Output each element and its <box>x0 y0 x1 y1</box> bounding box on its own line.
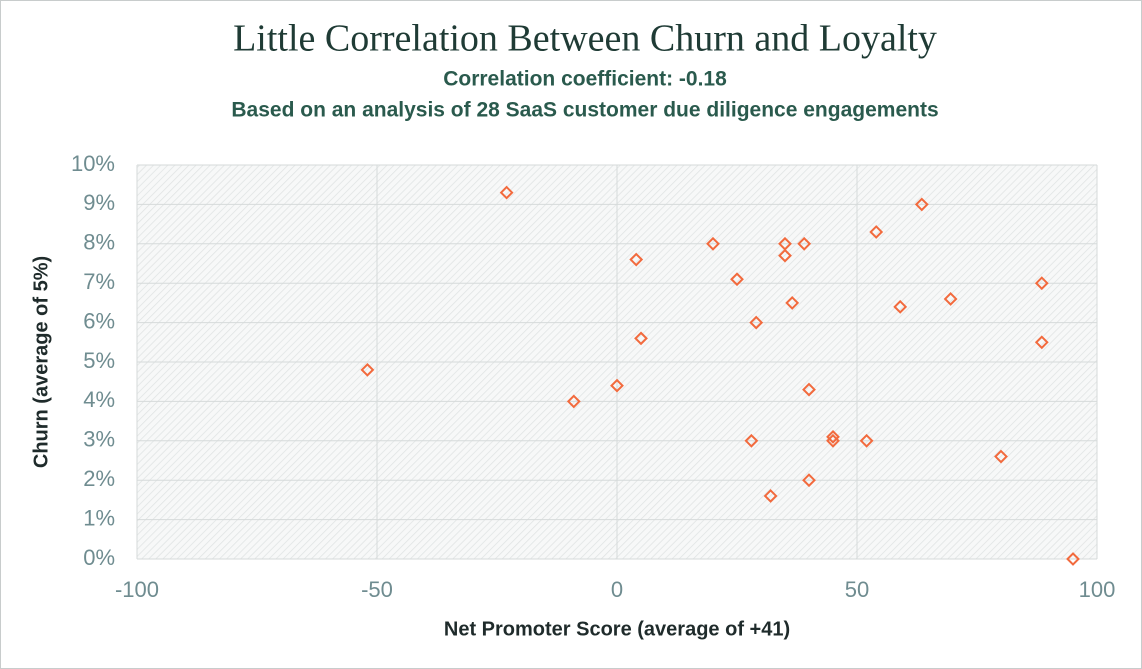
point <box>749 315 764 330</box>
point <box>785 295 800 310</box>
point <box>797 236 812 251</box>
point <box>826 433 840 448</box>
y-axis-title: Churn (average of 5%) <box>30 256 52 468</box>
y-tick-label: 10% <box>71 151 115 176</box>
point <box>499 185 514 200</box>
point <box>943 292 958 306</box>
subtitle: Based on an analysis of 28 SaaS customer… <box>231 99 938 122</box>
y-tick-label: 3% <box>83 427 115 452</box>
point <box>730 272 744 287</box>
x-tick-label: 0 <box>611 577 623 602</box>
point <box>893 299 908 314</box>
point <box>634 331 648 346</box>
y-tick-label: 6% <box>83 308 115 333</box>
point <box>802 473 816 488</box>
point <box>763 489 778 503</box>
point <box>994 449 1008 464</box>
chart-title: Little Correlation Between Churn and Loy… <box>233 18 937 60</box>
point <box>744 433 759 448</box>
y-tick-label: 2% <box>83 466 115 491</box>
y-tick-label: 1% <box>83 505 115 530</box>
point <box>629 252 644 267</box>
point <box>778 248 792 263</box>
y-tick-label: 5% <box>83 348 115 373</box>
point <box>706 236 720 251</box>
point <box>914 197 929 212</box>
point <box>1066 552 1080 566</box>
x-tick-label: 50 <box>845 577 869 602</box>
point <box>869 225 884 239</box>
x-tick-label: 100 <box>1079 577 1116 602</box>
y-tick-label: 9% <box>83 190 115 215</box>
point <box>610 378 624 393</box>
point <box>360 362 375 377</box>
point <box>826 429 840 444</box>
y-tick-label: 4% <box>83 387 115 412</box>
y-tick-label: 0% <box>83 545 115 570</box>
point <box>802 382 816 397</box>
y-tick-label: 7% <box>83 269 115 294</box>
y-tick-label: 8% <box>83 230 115 255</box>
x-axis-title: Net Promoter Score (average of +41) <box>444 618 790 640</box>
point <box>859 433 874 448</box>
subtitle: Correlation coefficient: -0.18 <box>443 68 727 91</box>
x-tick-label: -50 <box>361 577 393 602</box>
point <box>1034 335 1049 350</box>
x-tick-label: -100 <box>115 577 159 602</box>
point <box>566 394 581 409</box>
point <box>1034 276 1049 291</box>
